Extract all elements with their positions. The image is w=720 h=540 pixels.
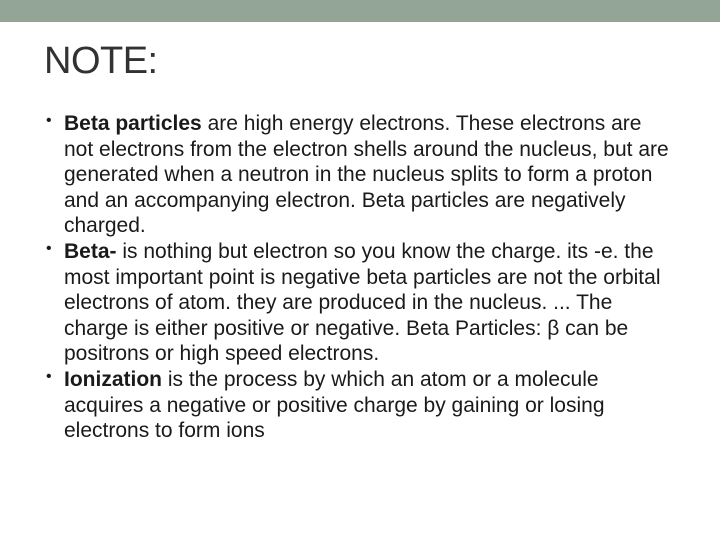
list-item: Beta particles are high energy electrons… (44, 111, 676, 239)
bullet-bold-lead: Beta particles (64, 112, 208, 135)
list-item: Ionization is the process by which an at… (44, 367, 676, 444)
bullet-list: Beta particles are high energy electrons… (44, 111, 676, 444)
top-accent-bar (0, 0, 720, 22)
bullet-bold-lead: Beta- (64, 240, 122, 263)
list-item: Beta- is nothing but electron so you kno… (44, 239, 676, 367)
slide-content: NOTE: Beta particles are high energy ele… (0, 22, 720, 444)
bullet-text: is nothing but electron so you know the … (64, 240, 661, 365)
bullet-bold-lead: Ionization (64, 368, 168, 391)
note-title: NOTE: (44, 40, 676, 83)
